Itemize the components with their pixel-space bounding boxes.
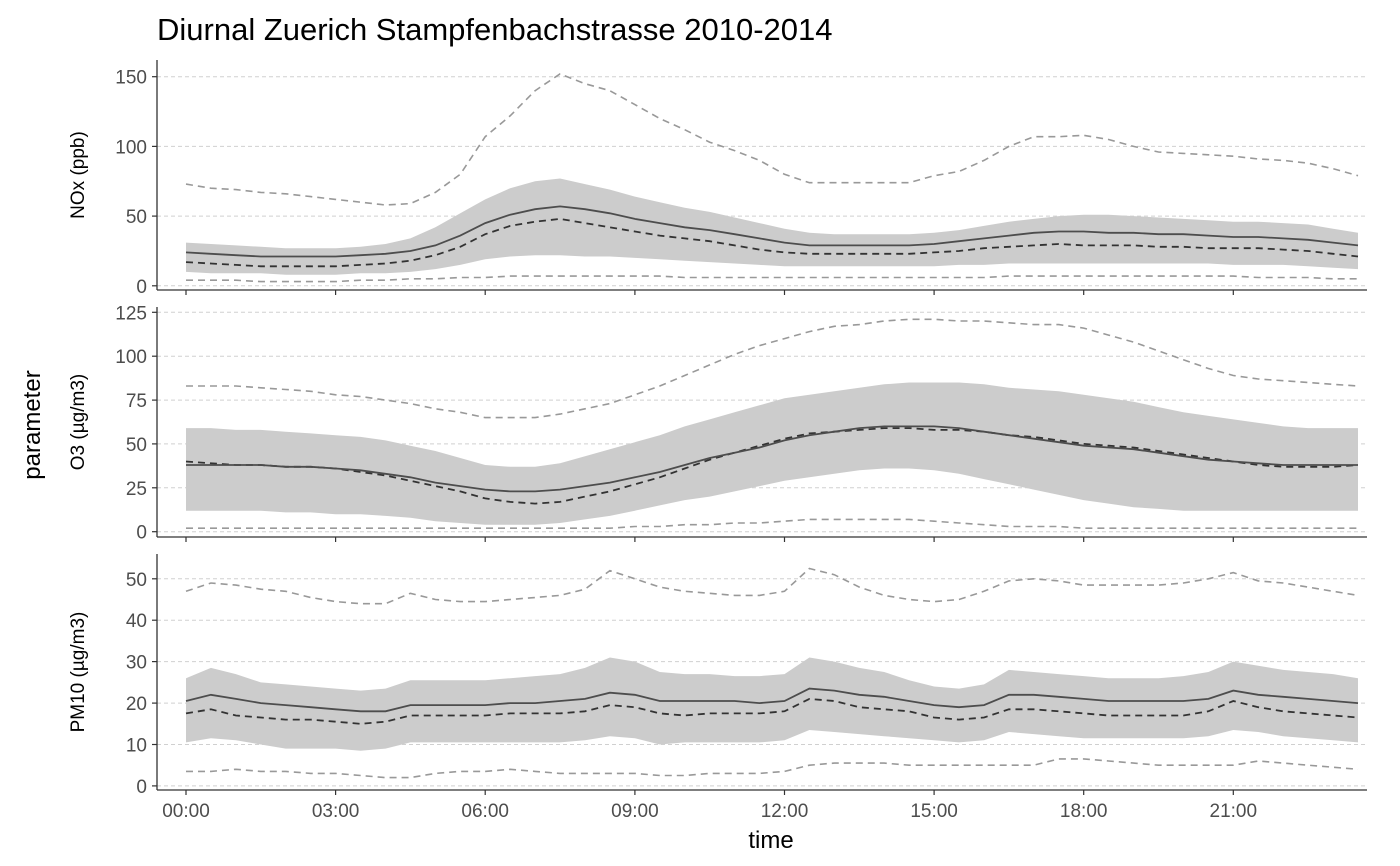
x-tick-label: 18:00: [1060, 801, 1108, 822]
y-tick-label: 10: [126, 736, 147, 757]
mean-line: [186, 425, 1358, 493]
panel-3: 0 10 20 30 40 50 PM10 (µg/m3): [68, 554, 1367, 798]
x-tick-label: 00:00: [162, 801, 210, 822]
y-tick-label: 30: [126, 653, 147, 674]
range-band: [186, 178, 1358, 275]
max-line: [185, 567, 1359, 605]
mean-line: [185, 687, 1359, 713]
y-tick-label: 100: [115, 137, 147, 158]
y-tick-label: 40: [126, 611, 147, 632]
panel-y-label: NOx (ppb): [68, 131, 89, 219]
max-line: [185, 73, 1359, 206]
panel-2: 0 25 50 75 100 125 O3 (µg/m3): [68, 303, 1367, 544]
y-tick-label: 50: [126, 207, 147, 228]
x-tick-label: 12:00: [761, 801, 809, 822]
x-axis: 00:00 03:00 06:00 09:00 12:00 15:00 18:00 21:00: [162, 801, 1257, 822]
y-tick-label: 50: [126, 435, 147, 456]
y-tick-label: 0: [136, 523, 147, 544]
x-tick-label: 15:00: [910, 801, 958, 822]
mean-line: [185, 205, 1359, 258]
panel-y-label: PM10 (µg/m3): [68, 612, 89, 733]
y-tick-label: 75: [126, 391, 147, 412]
median-line: [185, 697, 1359, 725]
y-tick-label: 0: [136, 277, 147, 298]
min-line: [186, 518, 1358, 530]
y-tick-label: 100: [115, 347, 147, 368]
y-tick-label: 125: [115, 303, 147, 324]
x-tick-label: 21:00: [1210, 801, 1258, 822]
range-band: [186, 657, 1358, 751]
median-line: [185, 427, 1359, 505]
x-axis-title: time: [748, 827, 793, 854]
y-tick-label: 50: [126, 570, 147, 591]
y-tick-label: 25: [126, 479, 147, 500]
x-tick-label: 03:00: [312, 801, 360, 822]
panel-1: 0 50 100 150 NOx (ppb): [68, 60, 1367, 298]
x-tick-label: 09:00: [611, 801, 659, 822]
y-tick-label: 150: [115, 68, 147, 89]
panel-y-label: O3 (µg/m3): [68, 374, 89, 470]
chart-title: Diurnal Zuerich Stampfenbachstrasse 2010…: [157, 12, 833, 47]
y-tick-label: 20: [126, 694, 147, 715]
min-line: [186, 758, 1359, 779]
median-line: [185, 217, 1359, 268]
x-tick-label: 06:00: [461, 801, 509, 822]
min-line: [186, 275, 1358, 283]
y-tick-label: 0: [136, 777, 147, 798]
y-axis-title: parameter: [19, 370, 46, 479]
max-line: [186, 318, 1359, 419]
